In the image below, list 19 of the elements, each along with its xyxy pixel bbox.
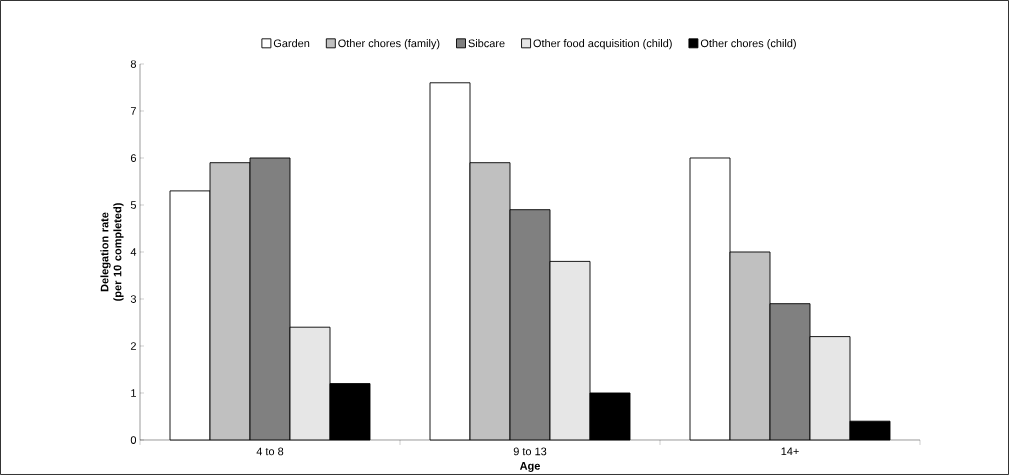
y-tick-label: 4: [130, 248, 137, 256]
y-tick-label: 0: [130, 435, 137, 444]
y-tick-label: 8: [130, 59, 136, 68]
y-tick-label: 5: [130, 201, 137, 209]
x-tick-label: 9 to 13: [513, 447, 547, 456]
legend-label: Garden: [273, 38, 310, 48]
y-axis-title: Delegation rate (per 10 completed): [100, 203, 124, 301]
legend-label: Other chores (child): [700, 38, 796, 50]
y-tick-label: 1: [131, 389, 136, 397]
legend-label: Other food acquisition (child): [533, 38, 672, 50]
y-tick-label: 3: [130, 294, 136, 303]
x-tick-label: 4 to 8: [256, 447, 284, 456]
x-axis-title: Age: [519, 461, 540, 472]
x-tick-label: 14+: [781, 447, 799, 455]
legend-label: Other chores (family): [338, 38, 440, 50]
legend-label: Sibcare: [468, 38, 505, 48]
y-tick-label: 7: [130, 107, 136, 115]
y-tick-label: 2: [130, 342, 136, 350]
y-tick-label: 6: [130, 153, 136, 162]
